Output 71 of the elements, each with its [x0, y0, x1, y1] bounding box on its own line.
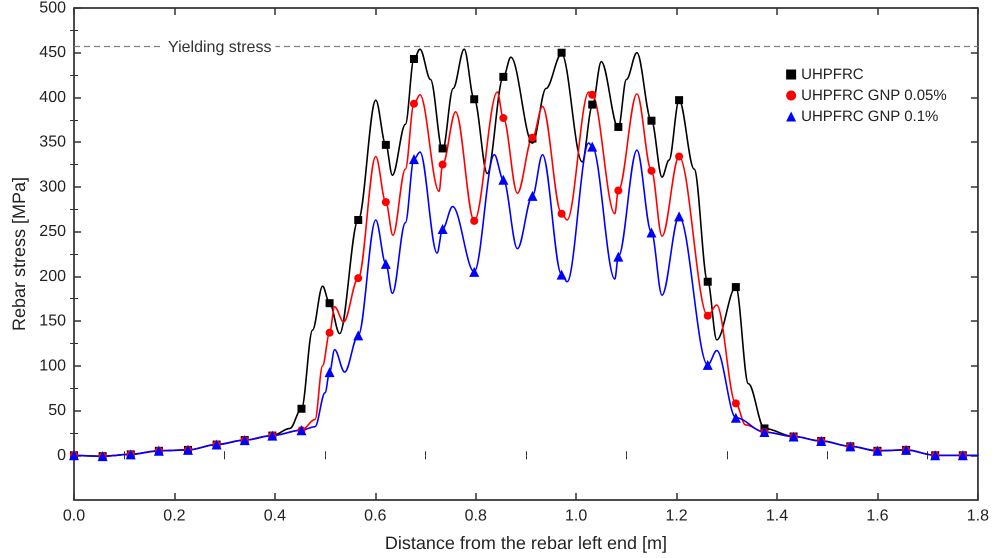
point: [674, 211, 684, 222]
legend-label: UHPFRC: [801, 66, 864, 83]
point: [353, 330, 364, 340]
point: [499, 114, 508, 122]
point: [354, 274, 362, 282]
point: [704, 278, 712, 286]
y-tick-label: 250: [39, 223, 66, 240]
x-tick-label: 0.2: [163, 508, 186, 524]
point: [613, 252, 624, 262]
legend-label: UHPFRC GNP 0.1%: [801, 108, 938, 125]
point: [382, 140, 390, 149]
point: [499, 72, 508, 81]
point: [438, 224, 448, 234]
point: [410, 54, 418, 63]
y-tick-label: 100: [39, 357, 66, 374]
y-tick-label: 500: [39, 0, 66, 16]
y-tick-label: 150: [39, 312, 66, 330]
ref-line-label: Yielding stress: [168, 38, 272, 56]
y-tick-label: 50: [48, 402, 66, 420]
point: [326, 328, 334, 337]
point: [326, 299, 334, 308]
point: [470, 95, 478, 104]
x-tick-label: 1.4: [766, 508, 788, 524]
point: [614, 122, 622, 131]
point: [324, 367, 335, 378]
point: [382, 198, 390, 206]
y-axis-title: Rebar stress [MPa]: [9, 176, 29, 332]
point: [408, 154, 419, 164]
y-tick-label: 350: [39, 134, 66, 151]
point: [704, 312, 712, 320]
point: [675, 152, 684, 160]
point: [354, 216, 362, 224]
point: [380, 258, 391, 269]
x-tick-label: 1.2: [665, 508, 688, 524]
point: [647, 116, 656, 125]
point: [614, 186, 622, 194]
point: [702, 360, 713, 370]
point: [297, 404, 306, 413]
point: [588, 90, 596, 99]
point: [556, 270, 567, 280]
x-tick-label: 0.8: [464, 508, 487, 524]
y-tick-label: 0: [57, 446, 66, 464]
point: [588, 100, 596, 109]
y-tick-label: 450: [39, 44, 66, 62]
x-tick-label: 0.6: [364, 508, 387, 524]
point: [470, 216, 478, 225]
x-axis-title: Distance from the rebar left end [m]: [384, 533, 667, 553]
point: [469, 266, 480, 277]
point: [410, 100, 418, 108]
x-tick-label: 0.4: [264, 508, 286, 524]
point: [438, 144, 447, 152]
y-tick-label: 200: [39, 268, 66, 285]
y-tick-label: 300: [39, 178, 66, 196]
point: [438, 160, 447, 169]
point: [730, 412, 741, 423]
legend-label: UHPFRC GNP 0.05%: [801, 87, 947, 104]
x-tick-label: 1.6: [866, 508, 889, 524]
point: [646, 228, 656, 238]
x-tick-label: 1.0: [565, 508, 588, 524]
x-tick-label: 1.8: [966, 508, 990, 524]
point: [587, 142, 598, 152]
point: [558, 210, 566, 218]
point: [675, 96, 684, 104]
point: [732, 399, 740, 408]
x-tick-label: 0.0: [62, 508, 86, 524]
point: [732, 283, 740, 292]
point: [558, 48, 566, 57]
point: [498, 174, 508, 185]
point: [647, 166, 656, 175]
y-tick-label: 400: [39, 88, 66, 106]
point: [527, 190, 538, 201]
